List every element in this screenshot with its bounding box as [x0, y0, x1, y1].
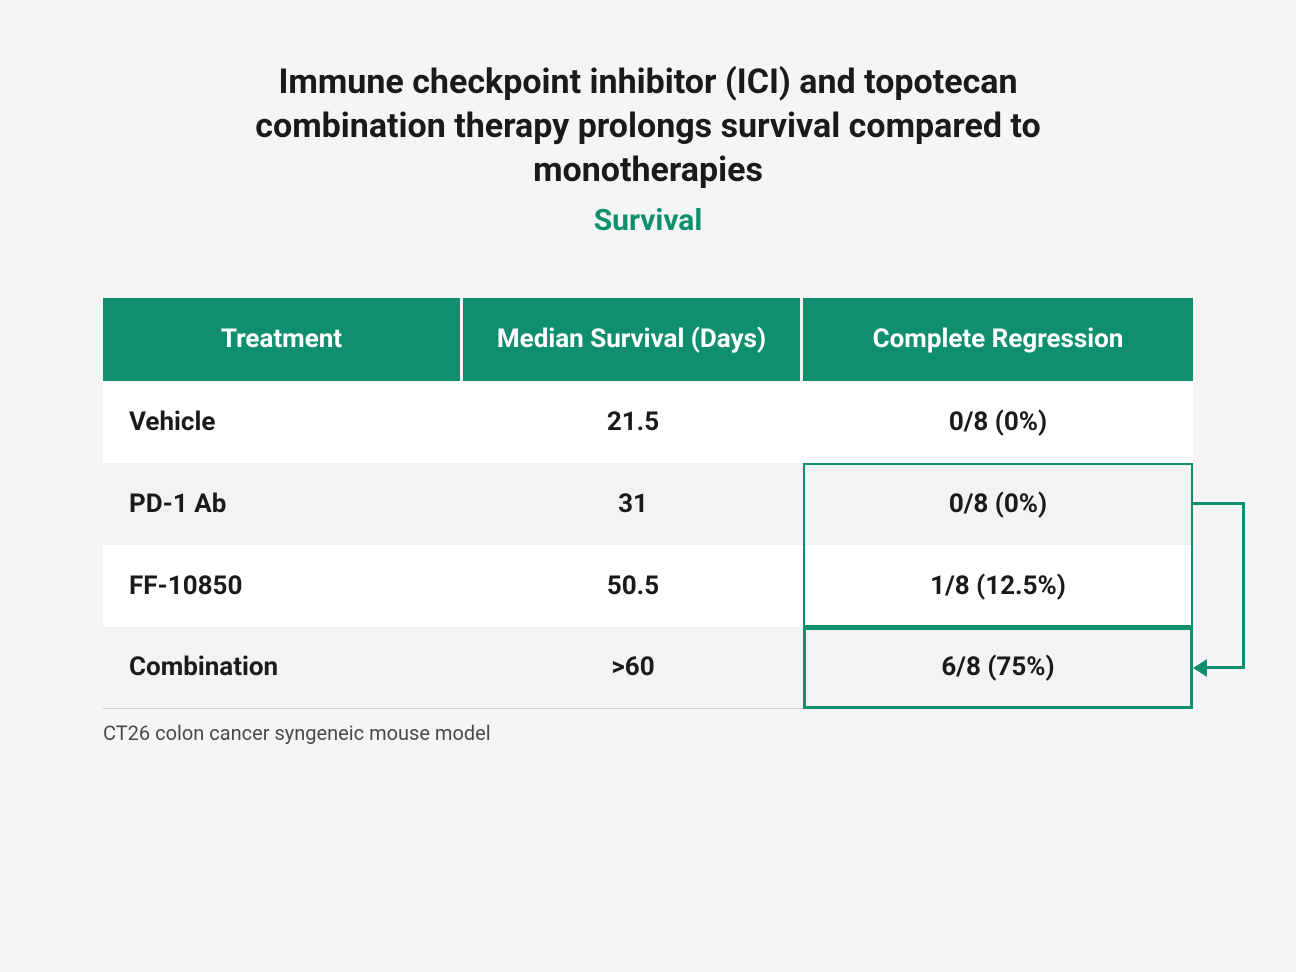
- cell-median-survival: 31: [463, 463, 803, 545]
- footnote: CT26 colon cancer syngeneic mouse model: [103, 721, 1193, 745]
- table-wrap: Treatment Median Survival (Days) Complet…: [103, 298, 1193, 745]
- table-row: Vehicle21.50/8 (0%): [103, 381, 1193, 463]
- page-title: Immune checkpoint inhibitor (ICI) and to…: [198, 60, 1098, 193]
- cell-treatment: Vehicle: [103, 381, 463, 463]
- cell-treatment: Combination: [103, 627, 463, 709]
- table-row: PD-1 Ab310/8 (0%): [103, 463, 1193, 545]
- col-header-complete-regression: Complete Regression: [803, 298, 1193, 381]
- page-container: Immune checkpoint inhibitor (ICI) and to…: [0, 0, 1296, 785]
- cell-treatment: FF-10850: [103, 545, 463, 627]
- survival-table: Treatment Median Survival (Days) Complet…: [103, 298, 1193, 709]
- cell-median-survival: >60: [463, 627, 803, 709]
- cell-treatment: PD-1 Ab: [103, 463, 463, 545]
- col-header-median-survival: Median Survival (Days): [463, 298, 803, 381]
- col-header-treatment: Treatment: [103, 298, 463, 381]
- cell-complete-regression: 0/8 (0%): [803, 381, 1193, 463]
- cell-median-survival: 50.5: [463, 545, 803, 627]
- arrow-left-icon: [1193, 659, 1207, 677]
- cell-complete-regression: 1/8 (12.5%): [803, 545, 1193, 627]
- table-header-row: Treatment Median Survival (Days) Complet…: [103, 298, 1193, 381]
- cell-complete-regression: 0/8 (0%): [803, 463, 1193, 545]
- table-row: Combination>606/8 (75%): [103, 627, 1193, 709]
- cell-median-survival: 21.5: [463, 381, 803, 463]
- table-row: FF-1085050.51/8 (12.5%): [103, 545, 1193, 627]
- table-body: Vehicle21.50/8 (0%)PD-1 Ab310/8 (0%)FF-1…: [103, 381, 1193, 709]
- page-subtitle: Survival: [90, 203, 1206, 238]
- cell-complete-regression: 6/8 (75%): [803, 627, 1193, 709]
